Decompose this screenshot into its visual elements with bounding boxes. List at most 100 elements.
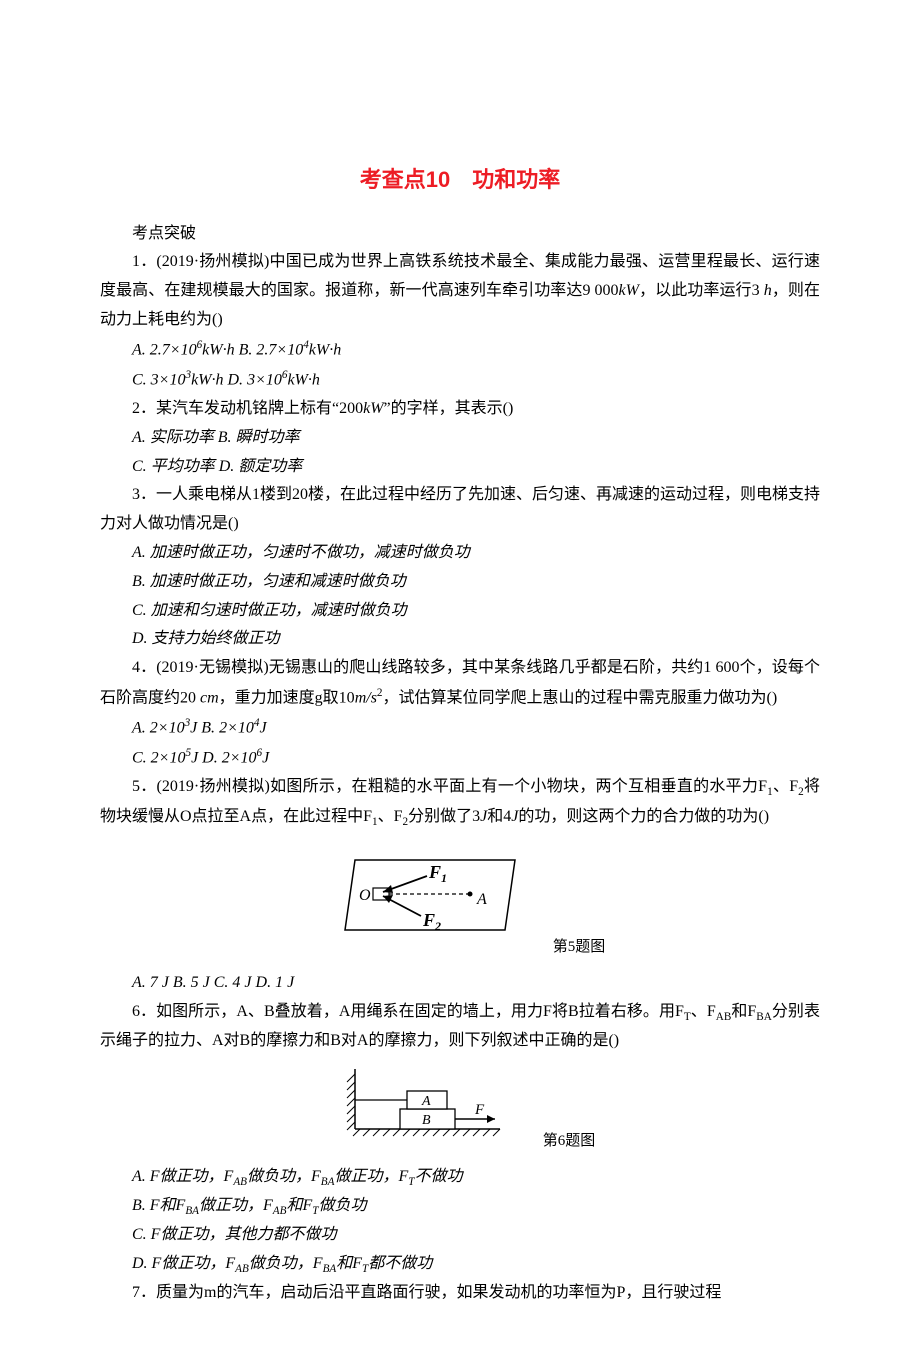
q5-d: 、F — [378, 808, 403, 825]
q1-optA-pre: A. — [132, 341, 150, 358]
q6-optB-c: 和F — [286, 1197, 312, 1214]
q6-optC: C. F做正功，其他力都不做功 — [100, 1221, 820, 1250]
q6-optD-sub2: BA — [323, 1263, 337, 1275]
q4-options-row1: A. 2×103J B. 2×104J — [100, 713, 820, 743]
q4-text-b: ，重力加速度g取10 — [219, 689, 355, 706]
q4-optC-pre: C. — [132, 750, 151, 767]
q6-optA-b: 做负功，F — [247, 1168, 321, 1185]
q6-optA-sub1: AB — [233, 1176, 247, 1188]
q6-optB-d: 做负功 — [318, 1197, 366, 1214]
q3-optB: B. 加速时做正功，匀速和减速时做负功 — [100, 568, 820, 597]
q1-optD-val: 3×10 — [247, 371, 282, 388]
q1-optC-val: 3×10 — [151, 371, 186, 388]
q6-figure: A B F — [325, 1064, 535, 1155]
q2-text-b: ”的字样，其表示() — [384, 400, 514, 417]
q2-stem: 2．某汽车发动机铭牌上标有“200kW”的字样，其表示() — [100, 395, 820, 424]
q1-optA-val: 2.7×10 — [150, 341, 197, 358]
q4-optC-unit: J — [191, 750, 198, 767]
q6-optB-b: 做正功，F — [199, 1197, 273, 1214]
q4-optA-pre: A. — [132, 719, 150, 736]
q1-optD-unit: kW·h — [287, 371, 319, 388]
q4-optB-val: 2×10 — [219, 719, 254, 736]
q4-optD-val: 2×10 — [222, 750, 257, 767]
q3-stem: 3．一人乘电梯从1楼到20楼，在此过程中经历了先加速、后匀速、再减速的运动过程，… — [100, 481, 820, 539]
q2-optC: C. 平均功率 — [132, 458, 215, 475]
q6-optD-a: D. F做正功，F — [132, 1255, 235, 1272]
q2-options-row2: C. 平均功率 D. 额定功率 — [100, 453, 820, 482]
q3-optC: C. 加速和匀速时做正功，减速时做负功 — [100, 597, 820, 626]
q1-unit-h: h — [764, 282, 772, 299]
q5-label-F2: F2 — [422, 910, 441, 933]
q2-optD: D. 额定功率 — [219, 458, 303, 475]
q5-options: A. 7 J B. 5 J C. 4 J D. 1 J — [100, 969, 820, 998]
q6-optA-d: 不做功 — [414, 1168, 462, 1185]
q5-point-A — [467, 892, 472, 897]
q6-figure-row: A B F 第6题图 — [100, 1064, 820, 1155]
q6-optD-b: 做负功，F — [249, 1255, 323, 1272]
q1-text-b: ，以此功率运行3 — [639, 282, 764, 299]
q6-label-B: B — [422, 1113, 431, 1128]
q1-optB-val: 2.7×10 — [256, 341, 303, 358]
q4-stem: 4．(2019·无锡模拟)无锡惠山的爬山线路较多，其中某条线路几乎都是石阶，共约… — [100, 654, 820, 713]
q2-optB: B. 瞬时功率 — [218, 429, 300, 446]
q2-options-row1: A. 实际功率 B. 瞬时功率 — [100, 424, 820, 453]
q1-stem: 1．(2019·扬州模拟)中国已成为世界上高铁系统技术最全、集成能力最强、运营里… — [100, 248, 820, 334]
q6-a: 6．如图所示，A、B叠放着，A用绳系在固定的墙上，用力F将B拉着右移。用F — [132, 1003, 684, 1020]
q1-optD-pre: D. — [228, 371, 248, 388]
q5-label-F1: F1 — [428, 862, 447, 885]
q5-figure: O A F1 F2 — [315, 840, 545, 961]
q4-text-c: ，试估算某位同学爬上惠山的过程中需克服重力做功为() — [383, 689, 778, 706]
q6-optB-sub1: BA — [185, 1205, 199, 1217]
q5-optD: D. 1 J — [256, 974, 295, 991]
q6-optB-a: B. F和F — [132, 1197, 185, 1214]
q6-label-F: F — [474, 1102, 485, 1118]
q4-optC-val: 2×10 — [151, 750, 186, 767]
q6-force-F-arrow — [487, 1115, 495, 1123]
q1-optC-pre: C. — [132, 371, 151, 388]
q6-optB: B. F和FBA做正功，FAB和FT做负功 — [100, 1192, 820, 1221]
q5-label-A: A — [476, 891, 487, 908]
q6-caption: 第6题图 — [543, 1128, 596, 1155]
q7-stem: 7．质量为m的汽车，启动后沿平直路面行驶，如果发动机的功率恒为P，且行驶过程 — [100, 1279, 820, 1308]
section-heading: 考点突破 — [100, 220, 820, 249]
q5-f: 和4 — [487, 808, 511, 825]
q5-caption: 第5题图 — [553, 934, 606, 961]
q6-subBA: BA — [756, 1011, 772, 1023]
q5-optC: C. 4 J — [214, 974, 252, 991]
q4-options-row2: C. 2×105J D. 2×106J — [100, 743, 820, 773]
q6-optA-sub2: BA — [321, 1176, 335, 1188]
q4-optB-unit: J — [259, 719, 266, 736]
q6-b: 、F — [691, 1003, 716, 1020]
q2-optA: A. 实际功率 — [132, 429, 214, 446]
q6-label-A: A — [421, 1094, 431, 1109]
q5-figure-row: O A F1 F2 第5题图 — [100, 840, 820, 961]
q1-optC-unit: kW·h — [191, 371, 223, 388]
q6-stem: 6．如图所示，A、B叠放着，A用绳系在固定的墙上，用力F将B拉着右移。用FT、F… — [100, 998, 820, 1056]
q1-optB-unit: kW·h — [309, 341, 341, 358]
q6-subT: T — [684, 1011, 691, 1023]
page-title: 考查点10 功和功率 — [100, 160, 820, 200]
q5-label-O: O — [359, 887, 371, 904]
q5-optA: A. 7 J — [132, 974, 169, 991]
q4-optA-unit: J — [190, 719, 197, 736]
q6-ground-hatch — [353, 1129, 500, 1136]
q4-optD-pre: D. — [202, 750, 222, 767]
q6-optB-sub2: AB — [273, 1205, 287, 1217]
q3-optD: D. 支持力始终做正功 — [100, 625, 820, 654]
q4-optD-unit: J — [262, 750, 269, 767]
q6-optD-d: 都不做功 — [368, 1255, 432, 1272]
q1-options-row2: C. 3×103kW·h D. 3×106kW·h — [100, 365, 820, 395]
q1-optB-pre: B. — [239, 341, 257, 358]
q5-stem: 5．(2019·扬州模拟)如图所示，在粗糙的水平面上有一个小物块，两个互相垂直的… — [100, 773, 820, 832]
q6-subAB: AB — [716, 1011, 732, 1023]
q6-optA: A. F做正功，FAB做负功，FBA做正功，FT不做功 — [100, 1163, 820, 1192]
q1-unit-kw: kW — [619, 282, 639, 299]
q5-g: 的功，则这两个力的合力做的功为() — [518, 808, 769, 825]
q6-optD-sub1: AB — [235, 1263, 249, 1275]
q4-unit-cm: cm — [200, 689, 219, 706]
q3-optA: A. 加速时做正功，匀速时不做功，减速时做负功 — [100, 539, 820, 568]
q6-optA-c: 做正功，F — [334, 1168, 408, 1185]
q2-unit: kW — [363, 400, 383, 417]
q4-optA-val: 2×10 — [150, 719, 185, 736]
q5-optB: B. 5 J — [173, 974, 210, 991]
